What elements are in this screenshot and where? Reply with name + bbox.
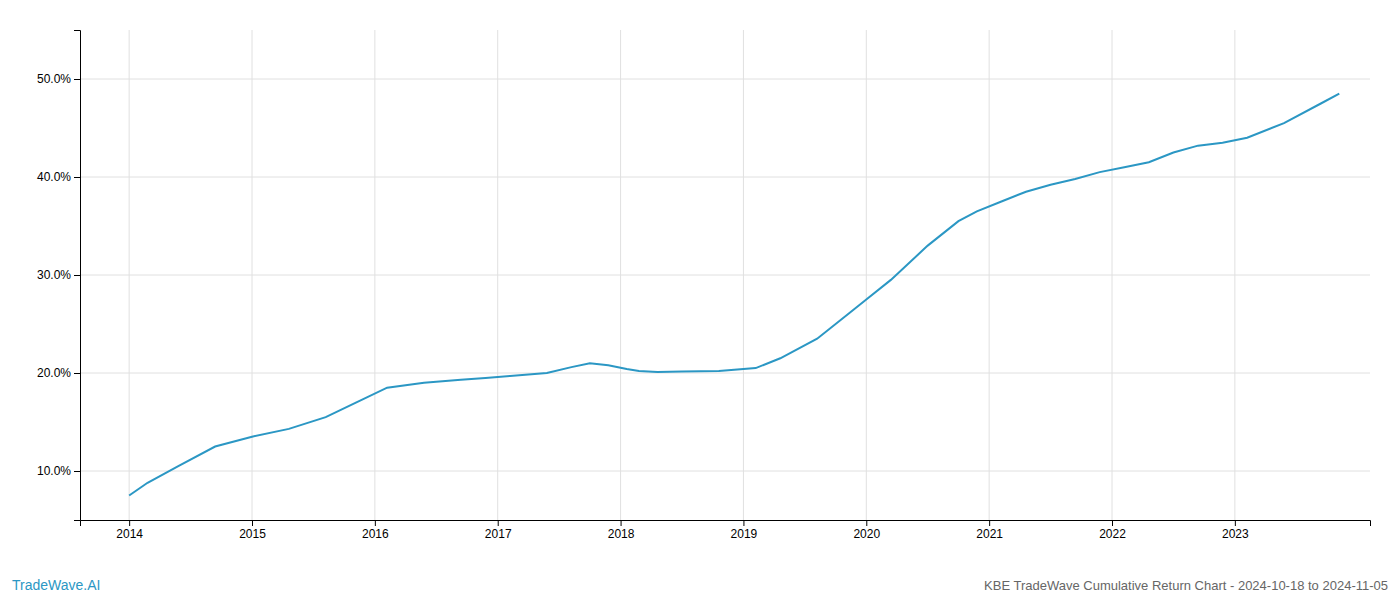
x-axis-line — [81, 521, 1371, 527]
x-tick: 2015 — [239, 520, 266, 541]
x-tick: 2021 — [976, 520, 1003, 541]
y-tick-mark — [74, 177, 80, 178]
x-tick-mark — [252, 520, 253, 526]
chart: 2014 2015 2016 2017 2018 2019 2020 2021 2022 2023… — [0, 0, 1400, 600]
y-tick-label: 30.0% — [37, 268, 71, 282]
x-tick-label: 2020 — [853, 527, 880, 541]
x-tick-mark — [498, 520, 499, 526]
x-tick-mark — [743, 520, 744, 526]
x-tick-mark — [621, 520, 622, 526]
y-tick: 50.0% — [37, 72, 80, 86]
grid-line — [80, 79, 1370, 80]
y-tick-mark — [74, 471, 80, 472]
x-tick-label: 2022 — [1099, 527, 1126, 541]
x-tick: 2014 — [116, 520, 143, 541]
y-tick: 30.0% — [37, 268, 80, 282]
x-tick-mark — [129, 520, 130, 526]
y-tick-mark — [74, 79, 80, 80]
x-axis: 2014 2015 2016 2017 2018 2019 2020 2021 2022 2023 — [81, 520, 1371, 541]
x-tick: 2023 — [1222, 520, 1249, 541]
watermark: TradeWave.AI — [12, 577, 100, 593]
y-tick-mark — [74, 275, 80, 276]
line — [129, 94, 1339, 496]
title: KBE TradeWave Cumulative Return Chart - … — [984, 578, 1388, 593]
x-tick-label: 2021 — [976, 527, 1003, 541]
y-tick: 20.0% — [37, 366, 80, 380]
x-tick-mark — [1235, 520, 1236, 526]
grid — [80, 30, 1370, 520]
x-tick-label: 2019 — [731, 527, 758, 541]
x-tick: 2018 — [608, 520, 635, 541]
x-tick-label: 2023 — [1222, 527, 1249, 541]
x-tick-label: 2014 — [116, 527, 143, 541]
x-tick: 2019 — [731, 520, 758, 541]
grid-line — [80, 373, 1370, 374]
y-axis: 10.0% 20.0% 30.0% 40.0% 50.0% — [37, 31, 81, 521]
x-tick: 2017 — [485, 520, 512, 541]
x-tick-label: 2015 — [239, 527, 266, 541]
y-tick-label: 50.0% — [37, 72, 71, 86]
x-tick: 2016 — [362, 520, 389, 541]
y-tick: 40.0% — [37, 170, 80, 184]
y-tick-label: 10.0% — [37, 464, 71, 478]
y-tick-label: 20.0% — [37, 366, 71, 380]
x-tick-mark — [989, 520, 990, 526]
y-tick-label: 40.0% — [37, 170, 71, 184]
plot-area: 2014 2015 2016 2017 2018 2019 2020 2021 2022 2023… — [37, 30, 1371, 541]
x-tick-mark — [375, 520, 376, 526]
x-tick-mark — [866, 520, 867, 526]
x-tick: 2022 — [1099, 520, 1126, 541]
y-tick-mark — [74, 373, 80, 374]
x-tick-label: 2016 — [362, 527, 389, 541]
y-axis-line — [74, 31, 81, 521]
grid-line — [80, 471, 1370, 472]
x-tick-label: 2018 — [608, 527, 635, 541]
y-tick: 10.0% — [37, 464, 80, 478]
marks — [129, 94, 1339, 496]
x-tick: 2020 — [853, 520, 880, 541]
grid-line — [80, 177, 1370, 178]
x-tick-label: 2017 — [485, 527, 512, 541]
grid-line — [80, 275, 1370, 276]
x-tick-mark — [1112, 520, 1113, 526]
